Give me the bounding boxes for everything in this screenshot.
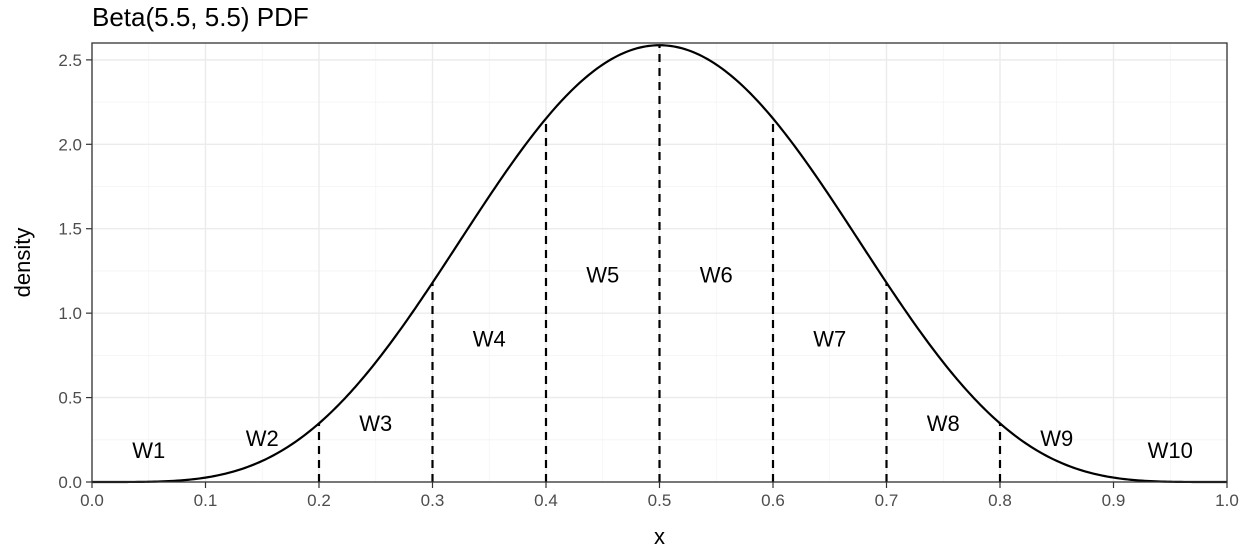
y-axis-title: density: [10, 228, 35, 298]
region-label: W1: [132, 438, 165, 463]
region-label: W2: [246, 426, 279, 451]
region-label: W10: [1148, 438, 1193, 463]
y-tick-label: 0.0: [58, 473, 82, 492]
y-tick-label: 1.0: [58, 304, 82, 323]
x-tick-label: 0.6: [761, 491, 785, 510]
chart-title: Beta(5.5, 5.5) PDF: [92, 2, 309, 32]
region-label: W5: [586, 262, 619, 287]
x-tick-label: 0.7: [875, 491, 899, 510]
x-tick-label: 0.1: [194, 491, 218, 510]
x-tick-label: 0.3: [421, 491, 445, 510]
region-label: W6: [700, 262, 733, 287]
x-tick-label: 0.2: [307, 491, 331, 510]
y-tick-label: 0.5: [58, 389, 82, 408]
region-label: W3: [359, 411, 392, 436]
x-axis-title: x: [654, 524, 665, 549]
region-label: W7: [813, 326, 846, 351]
y-tick-label: 1.5: [58, 220, 82, 239]
region-labels: W1 W2 W3 W4 W5 W6 W7 W8 W9 W10: [132, 262, 1193, 463]
y-tick-label: 2.5: [58, 51, 82, 70]
x-tick-label: 0.5: [648, 491, 672, 510]
region-label: W8: [927, 411, 960, 436]
x-tick-label: 0.0: [80, 491, 104, 510]
region-label: W9: [1040, 426, 1073, 451]
grid: [91, 43, 1228, 483]
y-tick-label: 2.0: [58, 135, 82, 154]
vline-layer: [317, 45, 1002, 482]
axis-ticks: 0.0 0.1 0.2 0.3 0.4 0.5 0.6 0.7 0.8 0.9 1.0 0.0 0.5 1…: [58, 51, 1238, 510]
x-tick-label: 0.9: [1102, 491, 1126, 510]
x-tick-label: 1.0: [1215, 491, 1239, 510]
x-tick-label: 0.4: [534, 491, 558, 510]
x-tick-label: 0.8: [988, 491, 1012, 510]
region-label: W4: [473, 326, 506, 351]
